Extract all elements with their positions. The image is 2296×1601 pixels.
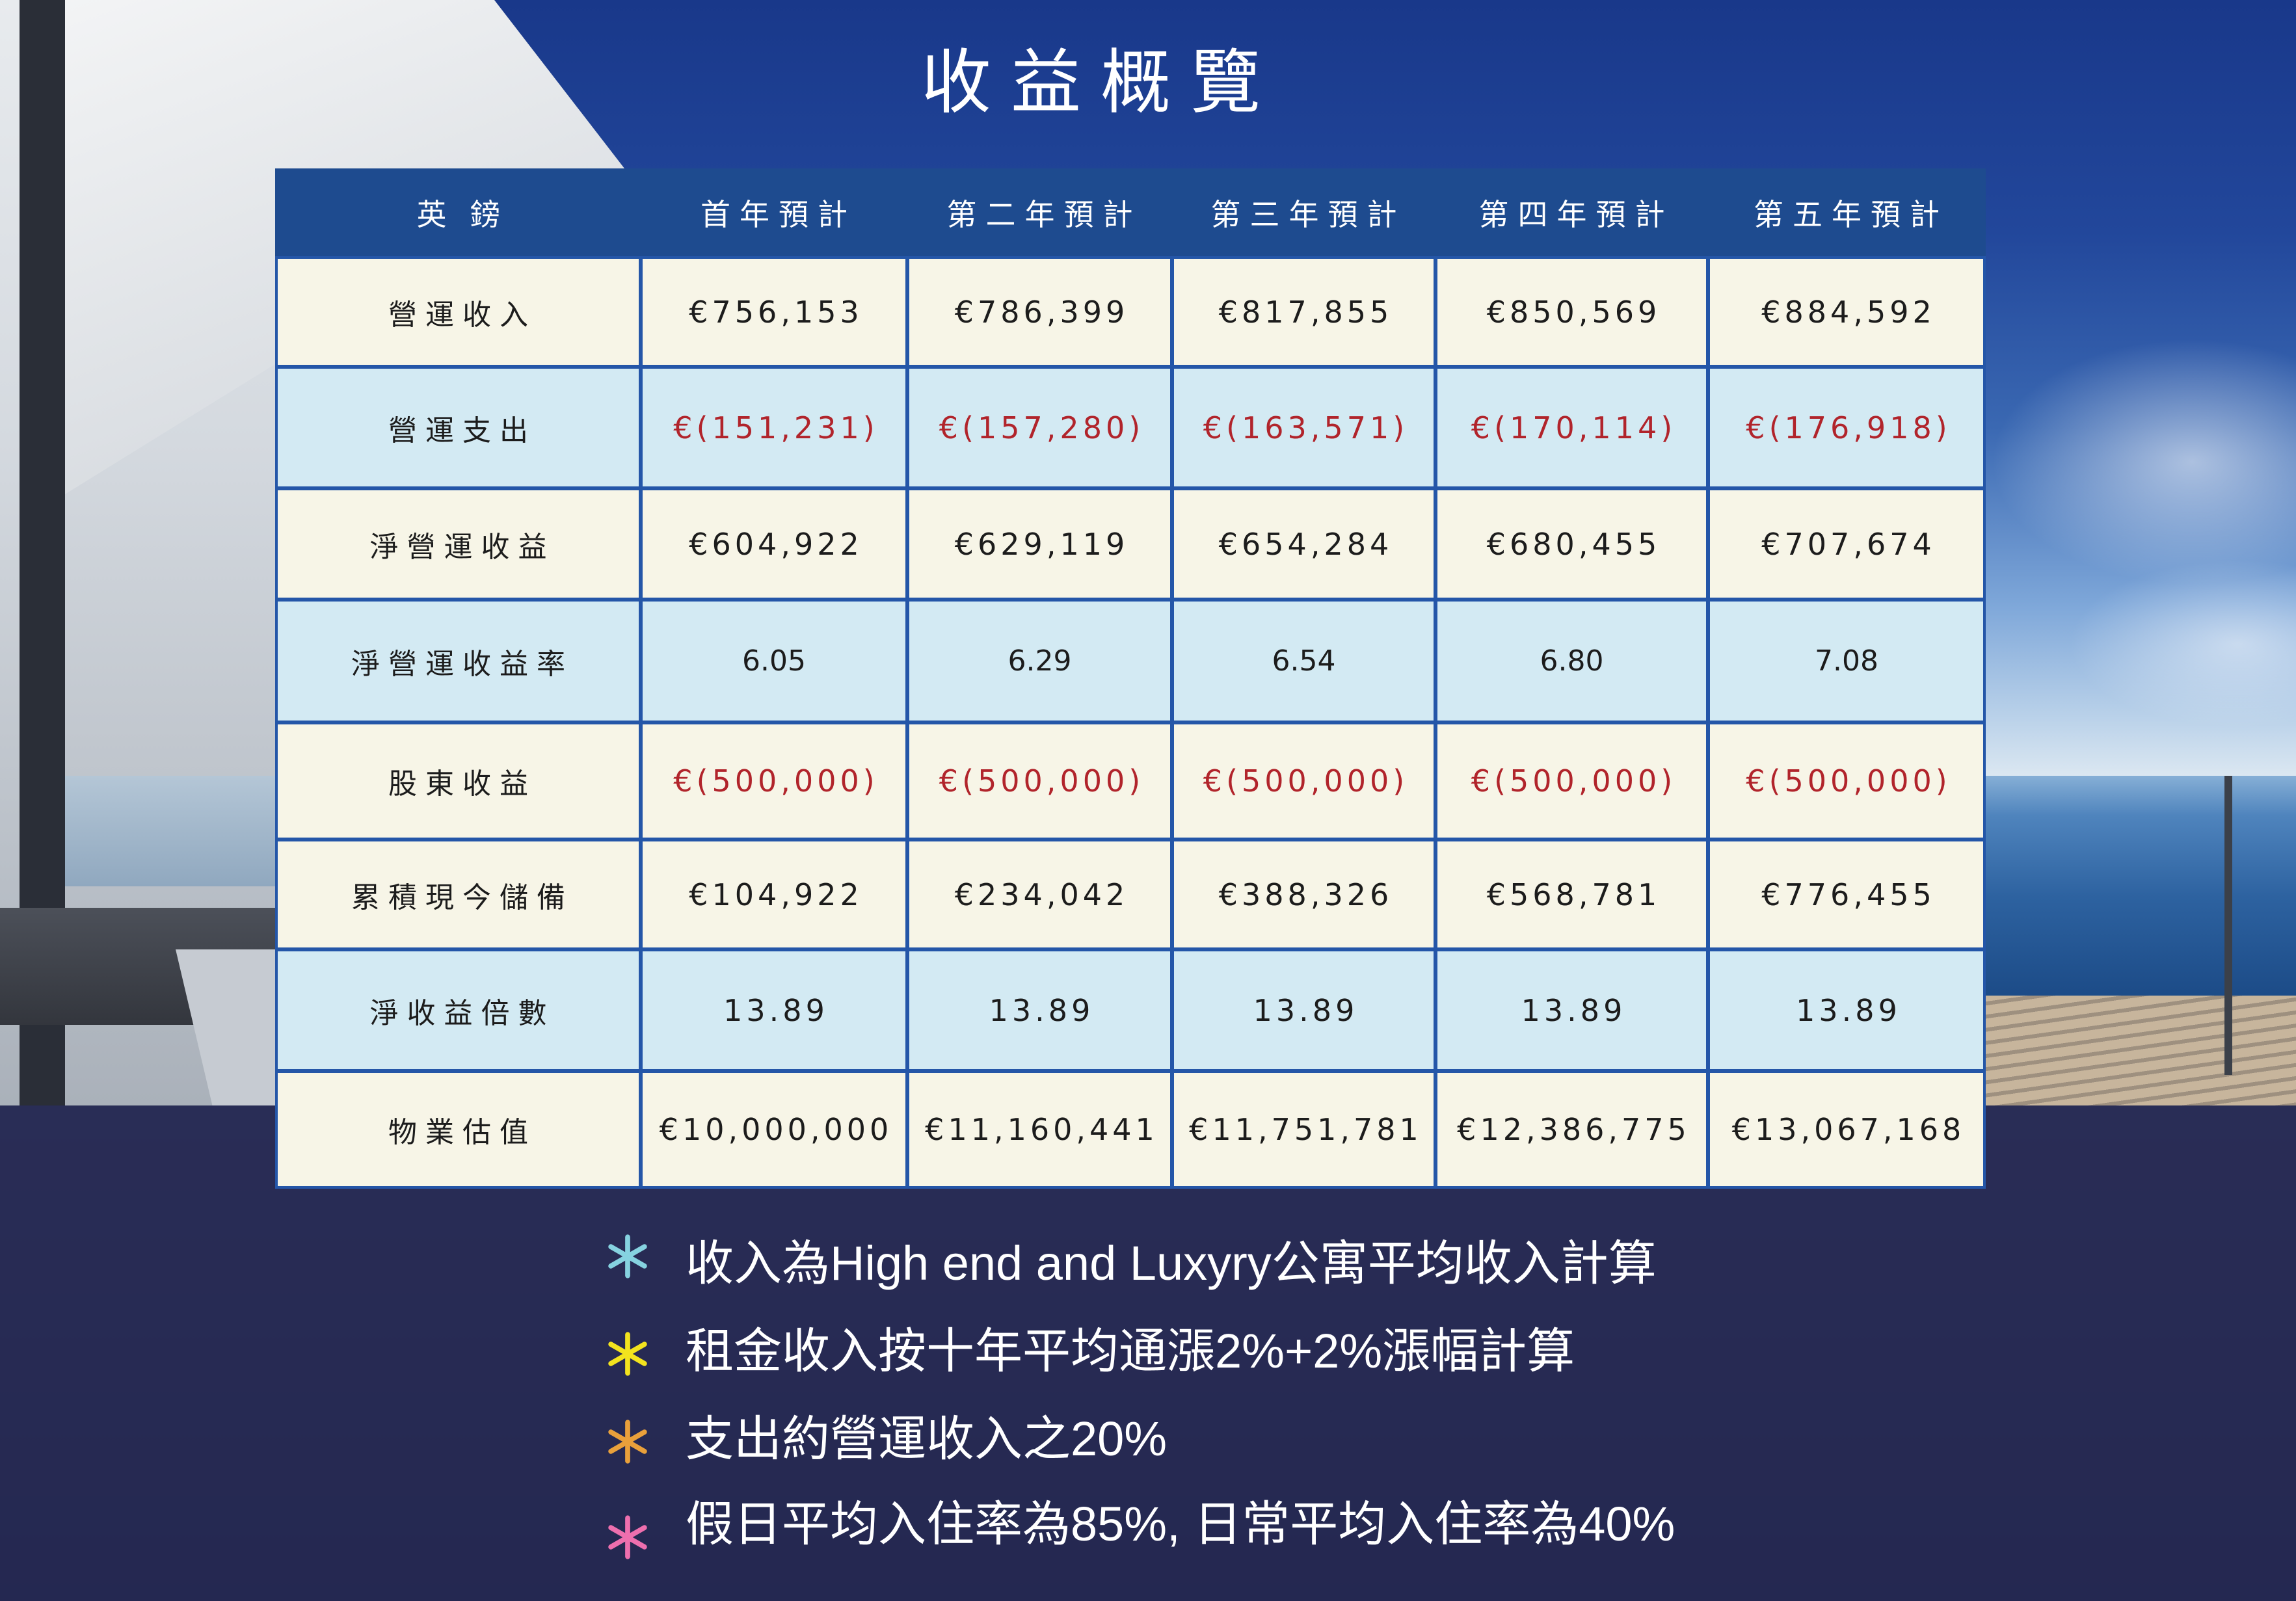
net-operating-yield-year-5: 7.08 — [1710, 602, 1983, 721]
operating-expenses-year-2: €(157,280) — [909, 369, 1170, 486]
property-valuation-year-1: €10,000,000 — [643, 1073, 905, 1186]
shareholder-return-label: 股東收益 — [278, 724, 639, 838]
operating-expenses-label: 營運支出 — [278, 369, 639, 486]
note-item: 租金收入按十年平均通漲2%+2%漲幅計算 — [605, 1311, 1575, 1383]
cumulative-reserve-year-2: €234,042 — [909, 841, 1170, 947]
net-income-multiple-year-3: 13.89 — [1174, 951, 1434, 1069]
net-operating-yield-year-4: 6.80 — [1437, 602, 1706, 721]
net-operating-income-year-2: €629,119 — [909, 490, 1170, 598]
net-income-multiple-year-4: 13.89 — [1437, 951, 1706, 1069]
net-operating-yield-year-3: 6.54 — [1174, 602, 1434, 721]
net-income-multiple-year-1: 13.89 — [643, 951, 905, 1069]
cumulative-reserve-year-5: €776,455 — [1710, 841, 1983, 947]
cloud — [1990, 338, 2296, 585]
cumulative-reserve-year-1: €104,922 — [643, 841, 905, 947]
property-valuation-year-3: €11,751,781 — [1174, 1073, 1434, 1186]
table-header-currency: 英鎊 — [416, 196, 524, 232]
note-text: 收入為High end and Luxyry公寓平均收入計算 — [686, 1236, 1657, 1290]
property-valuation-year-4: €12,386,775 — [1437, 1073, 1706, 1186]
net-income-multiple-year-5: 13.89 — [1710, 951, 1983, 1069]
asterisk-icon — [608, 1420, 647, 1464]
operating-income-year-4: €850,569 — [1437, 259, 1706, 365]
operating-income-label: 營運收入 — [278, 259, 639, 365]
cumulative-reserve-year-4: €568,781 — [1437, 841, 1706, 947]
net-operating-income-year-1: €604,922 — [643, 490, 905, 598]
operating-expenses-year-3: €(163,571) — [1174, 369, 1434, 486]
net-operating-yield-label: 淨營運收益率 — [278, 602, 639, 721]
cumulative-reserve-year-3: €388,326 — [1174, 841, 1434, 947]
shareholder-return-year-3: €(500,000) — [1174, 724, 1434, 838]
net-operating-income-label: 淨營運收益 — [278, 490, 639, 598]
net-operating-yield-year-1: 6.05 — [643, 602, 905, 721]
table-header-year-1: 首年預計 — [701, 196, 857, 232]
table-header-row: 英鎊 首年預計 第二年預計 第三年預計 第四年預計 第五年預計 — [275, 168, 1986, 256]
note-item: 支出約營運收入之20% — [605, 1399, 1167, 1470]
operating-expenses-year-4: €(170,114) — [1437, 369, 1706, 486]
property-valuation-label: 物業估值 — [278, 1073, 639, 1186]
asterisk-icon — [608, 1332, 647, 1376]
property-valuation-year-2: €11,160,441 — [909, 1073, 1170, 1186]
shareholder-return-year-2: €(500,000) — [909, 724, 1170, 838]
note-text: 支出約營運收入之20% — [686, 1411, 1168, 1466]
page-title: 收益概覽 — [920, 42, 1280, 124]
net-operating-yield-year-2: 6.29 — [909, 602, 1170, 721]
note-text: 假日平均入住率為85%, 日常平均入住率為40% — [686, 1496, 1675, 1551]
table-header-year-3: 第三年預計 — [1210, 196, 1406, 232]
railing-post — [2224, 776, 2232, 1075]
net-income-multiple-year-2: 13.89 — [909, 951, 1170, 1069]
asterisk-icon — [608, 1234, 647, 1278]
table-header-year-5: 第五年預計 — [1754, 196, 1949, 232]
net-income-multiple-label: 淨收益倍數 — [278, 951, 639, 1069]
note-item: 假日平均入住率為85%, 日常平均入住率為40% — [605, 1484, 1675, 1559]
note-item: 收入為High end and Luxyry公寓平均收入計算 — [605, 1223, 1657, 1295]
net-operating-income-year-4: €680,455 — [1437, 490, 1706, 598]
operating-expenses-year-5: €(176,918) — [1710, 369, 1983, 486]
operating-income-year-1: €756,153 — [643, 259, 905, 365]
operating-income-year-3: €817,855 — [1174, 259, 1434, 365]
table-body: 營運收入 €756,153 €786,399 €817,855 €850,569… — [275, 256, 1986, 1189]
operating-income-year-5: €884,592 — [1710, 259, 1983, 365]
income-summary-table: 英鎊 首年預計 第二年預計 第三年預計 第四年預計 第五年預計 營運收入 €75… — [275, 168, 1986, 1189]
operating-income-year-2: €786,399 — [909, 259, 1170, 365]
shareholder-return-year-4: €(500,000) — [1437, 724, 1706, 838]
cumulative-reserve-label: 累積現今儲備 — [278, 841, 639, 947]
shareholder-return-year-1: €(500,000) — [643, 724, 905, 838]
note-text: 租金收入按十年平均通漲2%+2%漲幅計算 — [686, 1323, 1575, 1378]
table-header-year-4: 第四年預計 — [1478, 196, 1674, 232]
net-operating-income-year-5: €707,674 — [1710, 490, 1983, 598]
net-operating-income-year-3: €654,284 — [1174, 490, 1434, 598]
shareholder-return-year-5: €(500,000) — [1710, 724, 1983, 838]
table-header-year-2: 第二年預計 — [946, 196, 1142, 232]
sea-view-left — [65, 776, 275, 886]
asterisk-icon — [608, 1515, 647, 1559]
operating-expenses-year-1: €(151,231) — [643, 369, 905, 486]
property-valuation-year-5: €13,067,168 — [1710, 1073, 1983, 1186]
